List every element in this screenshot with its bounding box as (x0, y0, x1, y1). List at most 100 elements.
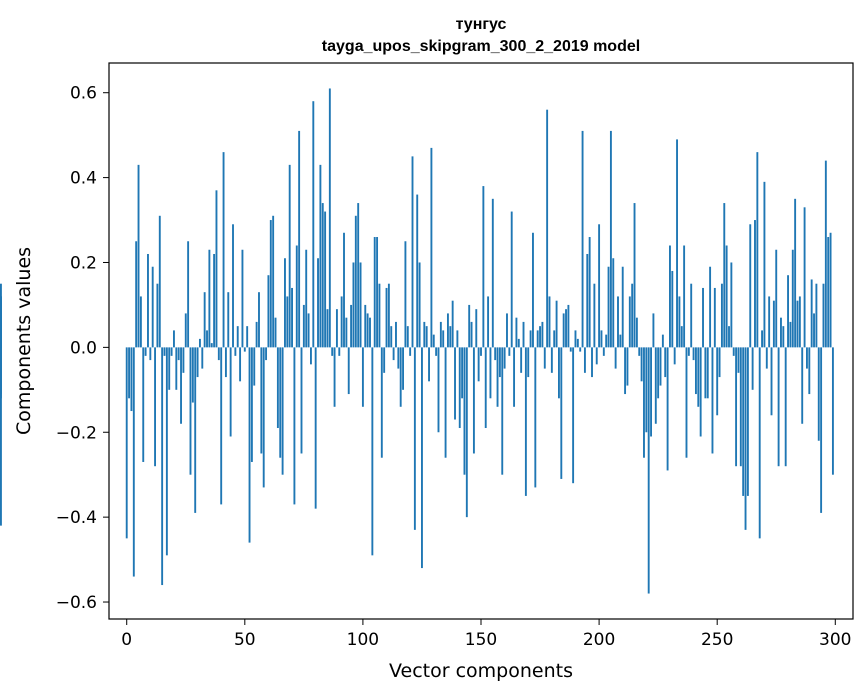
bar-295 (822, 283, 825, 348)
bar-50 (243, 347, 246, 352)
bar-193 (581, 130, 584, 348)
bar-61 (269, 220, 272, 348)
bar-undefined (0, 317, 2, 348)
bar-172 (532, 232, 534, 348)
bar-42 (224, 347, 227, 378)
bar-183 (558, 347, 560, 399)
bar-35 (208, 249, 211, 348)
bar-265 (751, 347, 754, 390)
bar-163 (510, 211, 513, 348)
x-tick-label: 300 (819, 630, 851, 650)
bar-237 (685, 347, 688, 458)
bar-162 (508, 347, 511, 356)
bar-55 (255, 321, 258, 348)
bar-298 (829, 232, 832, 348)
bar-197 (591, 347, 593, 378)
bar-252 (720, 283, 723, 348)
bar-240 (692, 347, 695, 361)
bar-286 (801, 347, 804, 424)
plot-frame (108, 62, 854, 620)
bar-169 (524, 347, 527, 496)
y-tick-label: 0.4 (70, 169, 97, 189)
bar-253 (723, 203, 726, 348)
bar-224 (654, 347, 657, 424)
bar-99 (359, 262, 362, 348)
bar-104 (371, 347, 374, 556)
bar-12 (154, 347, 156, 467)
y-tick-label: 0.0 (70, 338, 97, 358)
y-axis-label: Components values (13, 247, 35, 435)
bar-78 (310, 347, 312, 365)
bar-206 (612, 258, 615, 348)
bar-281 (789, 321, 792, 348)
bar-165 (515, 317, 518, 348)
bar-135 (444, 347, 447, 458)
bar-139 (454, 347, 456, 420)
bar-89 (335, 309, 338, 348)
bar-92 (343, 232, 345, 348)
bar-71 (293, 347, 296, 505)
bar-185 (562, 313, 565, 348)
bar-273 (770, 347, 773, 416)
bar-260 (739, 347, 742, 467)
bar-238 (687, 347, 690, 356)
bar-100 (361, 347, 364, 407)
x-tick-label: 200 (583, 630, 615, 650)
bar-168 (522, 321, 525, 348)
y-tick-label: −0.6 (56, 593, 97, 613)
bar-132 (437, 347, 440, 433)
x-axis-label: Vector components (389, 660, 573, 682)
bar-94 (347, 347, 350, 395)
bar-291 (813, 313, 815, 348)
bar-56 (258, 292, 260, 348)
bar-34 (206, 330, 208, 348)
bar-133 (439, 321, 442, 348)
bar-19 (170, 347, 173, 356)
bar-120 (409, 347, 412, 356)
bar-290 (810, 279, 813, 348)
bar-198 (593, 283, 596, 348)
bar-189 (572, 347, 575, 484)
bar-22 (177, 347, 180, 361)
bar-76 (305, 249, 308, 348)
bar-246 (706, 347, 709, 399)
bar-242 (697, 347, 700, 407)
bar-213 (628, 296, 631, 348)
bar-174 (536, 330, 539, 348)
bar-160 (503, 347, 506, 369)
bar-170 (527, 347, 530, 378)
bar-105 (373, 237, 376, 348)
bar-58 (262, 347, 265, 488)
bar-undefined (0, 283, 2, 348)
bar-283 (794, 198, 797, 348)
bar-276 (777, 347, 780, 467)
bar-299 (831, 347, 834, 475)
bar-111 (387, 283, 390, 348)
bar-38 (215, 190, 218, 348)
bar-292 (815, 283, 818, 348)
bar-182 (555, 300, 558, 348)
bar-4 (135, 241, 138, 348)
bar-96 (352, 262, 355, 348)
bar-130 (432, 334, 435, 348)
x-tick-label: 250 (701, 630, 733, 650)
bar-86 (328, 88, 331, 348)
bar-207 (614, 347, 617, 369)
bar-167 (520, 347, 523, 373)
bar-69 (288, 164, 291, 348)
bar-249 (713, 287, 716, 348)
bar-225 (657, 347, 660, 399)
bar-211 (624, 347, 627, 395)
bar-164 (513, 347, 516, 407)
bar-156 (494, 347, 497, 361)
bar-212 (626, 347, 629, 386)
chart-subtitle: tayga_upos_skipgram_300_2_2019 model (322, 38, 640, 55)
bar-40 (220, 347, 223, 505)
bar-39 (217, 347, 220, 361)
bar-13 (156, 283, 159, 348)
bar-154 (489, 347, 492, 399)
bar-115 (397, 347, 400, 369)
bar-143 (463, 347, 466, 475)
bar-30 (196, 347, 199, 378)
bar-127 (425, 326, 428, 348)
